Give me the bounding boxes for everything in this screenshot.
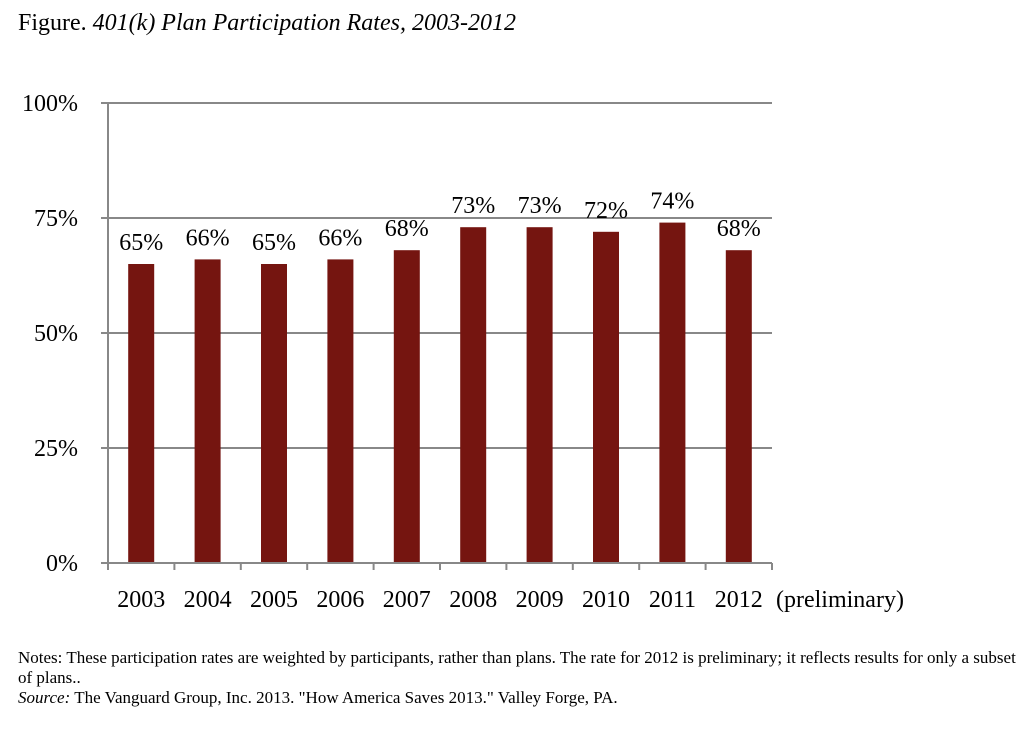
bar — [526, 227, 553, 563]
chart-notes: Notes: These participation rates are wei… — [18, 648, 1018, 708]
data-label: 68% — [717, 216, 761, 242]
bar-chart: 0% 25% 50% 75% 100% 65% 66% 65% 66% 68% 73% 73% 72%… — [22, 91, 904, 613]
data-label: 73% — [451, 193, 495, 219]
axes — [107, 103, 772, 564]
y-axis-ticks: 0% 25% 50% 75% 100% — [22, 91, 108, 577]
bars — [128, 222, 752, 564]
x-tick-label: 2010 — [582, 587, 630, 613]
bar — [659, 222, 686, 563]
bar — [327, 259, 354, 563]
y-tick-label: 75% — [34, 206, 78, 232]
bar — [261, 264, 287, 563]
y-tick-label: 0% — [46, 551, 78, 577]
data-label: 65% — [252, 230, 296, 256]
source-text: The Vanguard Group, Inc. 2013. "How Amer… — [70, 688, 618, 707]
x-tick-label: 2008 — [449, 587, 497, 613]
bar — [460, 227, 487, 563]
notes-text: Notes: These participation rates are wei… — [18, 648, 1016, 687]
y-tick-label: 25% — [34, 436, 78, 462]
source-label: Source: — [18, 688, 71, 707]
bar — [128, 264, 155, 563]
data-label: 66% — [186, 225, 230, 251]
bar — [725, 250, 752, 563]
y-tick-label: 50% — [34, 321, 78, 347]
data-label: 68% — [385, 216, 429, 242]
x-tick-label: 2004 — [184, 587, 232, 613]
data-label: 72% — [584, 198, 628, 224]
data-label: 66% — [318, 225, 362, 251]
data-label: 74% — [650, 189, 694, 215]
x-tick-label: 2007 — [383, 587, 431, 613]
x-tick-label: 2003 — [117, 587, 165, 613]
chart-title: Figure. 401(k) Plan Participation Rates,… — [18, 10, 516, 37]
y-tick-label: 100% — [22, 91, 78, 117]
x-tick-label: 2011 — [649, 587, 696, 613]
title-main: 401(k) Plan Participation Rates, 2003-20… — [92, 10, 516, 36]
data-labels: 65% 66% 65% 66% 68% 73% 73% 72% 74% 68% — [119, 189, 761, 256]
source-line: Source: The Vanguard Group, Inc. 2013. "… — [18, 688, 1018, 708]
x-tick-label: 2005 — [250, 587, 298, 613]
x-tick-label: 2009 — [516, 587, 564, 613]
bar — [593, 231, 619, 564]
x-tick-label: 2006 — [316, 587, 364, 613]
x-axis-suffix: (preliminary) — [776, 587, 904, 613]
bar — [393, 250, 420, 563]
data-label: 65% — [119, 230, 163, 256]
data-label: 73% — [518, 193, 562, 219]
title-prefix: Figure. — [18, 10, 87, 36]
x-axis-ticks: 2003 2004 2005 2006 2007 2008 2009 2010 2011 2012… — [107, 563, 904, 613]
x-tick-label: 2012 — [715, 587, 763, 613]
bar — [194, 259, 221, 563]
